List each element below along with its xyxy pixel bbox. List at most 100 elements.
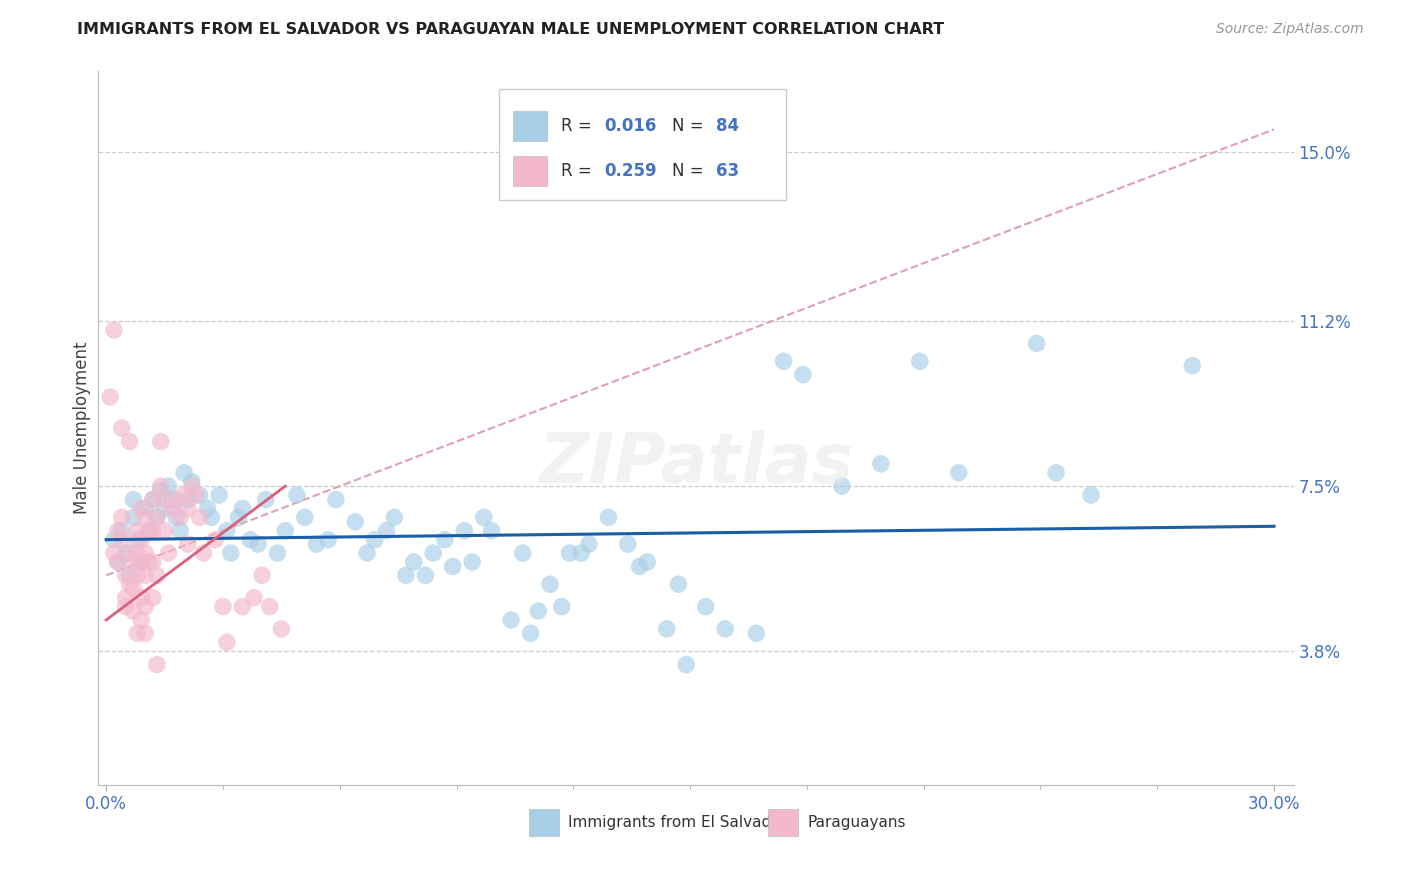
Point xyxy=(212,599,235,614)
Point xyxy=(472,510,495,524)
Point xyxy=(772,354,794,368)
Point xyxy=(231,501,253,516)
Text: N =: N = xyxy=(672,162,709,180)
Point xyxy=(177,492,200,507)
Point xyxy=(142,555,165,569)
Point xyxy=(1025,336,1047,351)
Point xyxy=(356,546,378,560)
Point xyxy=(636,555,658,569)
Point xyxy=(122,492,145,507)
Point xyxy=(142,591,165,605)
Point xyxy=(519,626,541,640)
Point xyxy=(129,591,152,605)
Point xyxy=(441,559,464,574)
Point xyxy=(243,591,266,605)
Point xyxy=(127,533,149,547)
Point xyxy=(149,479,172,493)
Point xyxy=(792,368,814,382)
Point xyxy=(129,555,152,569)
Point xyxy=(499,613,522,627)
Point xyxy=(180,475,202,489)
Point xyxy=(98,390,121,404)
Point xyxy=(162,501,184,516)
Point xyxy=(138,524,160,538)
Y-axis label: Male Unemployment: Male Unemployment xyxy=(73,342,91,515)
Text: 84: 84 xyxy=(716,118,740,136)
Point xyxy=(162,492,184,507)
Point xyxy=(118,568,141,582)
Point xyxy=(134,599,156,614)
Point xyxy=(142,524,165,538)
Point xyxy=(668,577,690,591)
Point xyxy=(111,421,134,435)
Point xyxy=(422,546,444,560)
Point xyxy=(173,488,195,502)
Point xyxy=(745,626,768,640)
Point xyxy=(402,555,425,569)
Point xyxy=(177,501,200,516)
Point xyxy=(146,510,169,524)
Point xyxy=(512,546,534,560)
Point xyxy=(247,537,270,551)
Point xyxy=(558,546,581,560)
Point xyxy=(142,492,165,507)
Point xyxy=(274,524,297,538)
Point xyxy=(538,577,561,591)
Text: Source: ZipAtlas.com: Source: ZipAtlas.com xyxy=(1216,22,1364,37)
Point xyxy=(215,524,238,538)
Point xyxy=(103,323,125,337)
Point xyxy=(461,555,484,569)
Point xyxy=(127,626,149,640)
Bar xyxy=(529,809,558,837)
Point xyxy=(228,510,250,524)
Point xyxy=(714,622,737,636)
Point xyxy=(305,537,328,551)
Point xyxy=(188,510,211,524)
Point xyxy=(114,568,136,582)
Point xyxy=(114,591,136,605)
Text: 0.016: 0.016 xyxy=(605,118,657,136)
Point xyxy=(1045,466,1067,480)
Point xyxy=(598,510,620,524)
Point xyxy=(908,354,931,368)
Point xyxy=(259,599,281,614)
Point xyxy=(527,604,550,618)
Point xyxy=(481,524,503,538)
Point xyxy=(142,492,165,507)
Point xyxy=(628,559,651,574)
Point xyxy=(103,533,125,547)
Point xyxy=(285,488,308,502)
Point xyxy=(134,501,156,516)
FancyBboxPatch shape xyxy=(499,89,786,200)
Point xyxy=(266,546,288,560)
Point xyxy=(173,466,195,480)
Point xyxy=(107,524,129,538)
Point xyxy=(157,479,180,493)
Point xyxy=(344,515,367,529)
Point xyxy=(219,546,242,560)
Point xyxy=(569,546,592,560)
Text: IMMIGRANTS FROM EL SALVADOR VS PARAGUAYAN MALE UNEMPLOYMENT CORRELATION CHART: IMMIGRANTS FROM EL SALVADOR VS PARAGUAYA… xyxy=(77,22,945,37)
Point xyxy=(316,533,339,547)
Point xyxy=(111,510,134,524)
Point xyxy=(193,546,215,560)
Point xyxy=(107,555,129,569)
Point xyxy=(153,501,176,516)
Point xyxy=(197,501,219,516)
Point xyxy=(169,524,191,538)
Point xyxy=(149,483,172,498)
Text: R =: R = xyxy=(561,162,598,180)
Text: Paraguayans: Paraguayans xyxy=(807,815,905,830)
Point xyxy=(153,524,176,538)
Point xyxy=(134,626,156,640)
Point xyxy=(395,568,418,582)
Text: ZIPatlas: ZIPatlas xyxy=(538,430,853,498)
Point xyxy=(231,599,253,614)
Point xyxy=(138,555,160,569)
Point xyxy=(165,510,187,524)
Point xyxy=(169,510,191,524)
Bar xyxy=(768,809,797,837)
Point xyxy=(200,510,222,524)
Point xyxy=(114,546,136,560)
Point xyxy=(127,546,149,560)
